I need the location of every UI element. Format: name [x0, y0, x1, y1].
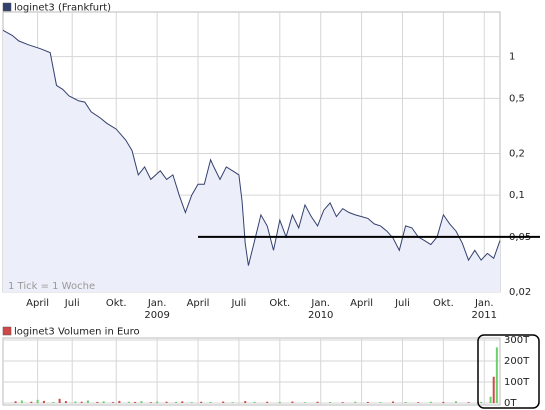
x-tick-label: Jan.	[310, 298, 330, 309]
y-tick-label: 0T	[504, 398, 517, 409]
x-tick-label: Jan.	[147, 298, 167, 309]
year-label: 2011	[472, 310, 497, 321]
x-tick-label: Okt.	[106, 298, 127, 309]
legend-label: loginet3 Volumen in Euro	[14, 327, 140, 338]
volume-bar	[417, 402, 420, 403]
x-tick-label: Juli	[394, 298, 410, 309]
volume-bar	[42, 400, 45, 403]
volume-bar	[429, 401, 432, 403]
year-label: 2009	[144, 310, 169, 321]
volume-bar	[52, 401, 55, 403]
volume-bar	[404, 401, 407, 403]
volume-bar	[175, 401, 178, 403]
price-line	[2, 29, 501, 266]
y-tick-label: 0,2	[509, 148, 525, 159]
volume-bar	[495, 347, 498, 403]
year-label: 2010	[308, 310, 333, 321]
x-tick-label: Juli	[64, 298, 80, 309]
volume-bar	[118, 400, 121, 403]
y-tick-label: 300T	[504, 335, 530, 346]
volume-bar	[96, 401, 99, 403]
volume-bar	[341, 402, 344, 403]
y-tick-label: 0,1	[509, 190, 525, 201]
volume-bar	[291, 401, 294, 403]
x-tick-label: Juli	[230, 298, 246, 309]
volume-bar	[303, 402, 306, 403]
volume-bar	[30, 401, 33, 403]
y-tick-label: 0,02	[509, 287, 531, 298]
volume-bar	[200, 401, 203, 403]
volume-bar	[253, 401, 256, 403]
volume-bar	[354, 401, 357, 403]
y-tick-label: 200T	[504, 356, 530, 367]
volume-bar	[454, 401, 457, 403]
annotation: 1 Tick = 1 Woche	[8, 281, 95, 292]
volume-bar	[278, 401, 281, 403]
volume-plot-frame	[2, 337, 501, 406]
x-tick-label: Okt.	[269, 298, 290, 309]
volume-bar	[80, 401, 83, 403]
x-tick-label: April	[26, 298, 49, 309]
volume-bar	[181, 401, 184, 403]
volume-bar	[58, 398, 61, 403]
volume-bar	[480, 401, 483, 403]
legend-label: loginet3 (Frankfurt)	[14, 3, 111, 14]
x-tick-label: Okt.	[433, 298, 454, 309]
volume-bar	[156, 401, 159, 403]
volume-bar	[442, 401, 445, 403]
volume-bar	[489, 396, 492, 403]
volume-bar	[231, 402, 234, 403]
volume-bar	[140, 401, 143, 403]
volume-bar	[366, 401, 369, 403]
volume-bar	[86, 400, 89, 403]
volume-bar	[36, 399, 39, 403]
volume-bar	[316, 401, 319, 403]
volume-bar	[190, 402, 193, 403]
x-tick-label: April	[350, 298, 373, 309]
volume-bar	[112, 402, 115, 403]
volume-bar	[209, 401, 212, 403]
volume-bar	[102, 401, 105, 403]
legend-swatch	[2, 2, 12, 12]
volume-bar	[392, 401, 395, 403]
volume-bar	[329, 401, 332, 403]
volume-bar	[149, 402, 152, 403]
chart-layer: 0,020,050,10,20,51AprilJuliOkt.Jan.April…	[2, 2, 540, 409]
volume-bar	[244, 401, 247, 403]
volume-bar	[64, 401, 67, 403]
volume-bar	[20, 400, 23, 403]
x-tick-label: April	[187, 298, 210, 309]
y-tick-label: 1	[509, 52, 515, 63]
volume-bar	[134, 401, 137, 403]
volume-bar	[222, 401, 225, 403]
x-tick-label: Jan.	[474, 298, 494, 309]
volume-bar	[165, 401, 168, 403]
y-tick-label: 0,5	[509, 93, 525, 104]
highlight-box	[477, 334, 540, 409]
volume-bar	[266, 401, 269, 403]
volume-bar	[379, 402, 382, 403]
area-fill	[3, 30, 500, 293]
volume-bar	[467, 402, 470, 403]
y-tick-label: 100T	[504, 377, 530, 388]
volume-bar	[14, 401, 17, 403]
volume-bar	[74, 401, 77, 403]
volume-bar	[492, 376, 495, 403]
volume-bar	[127, 401, 130, 403]
legend-swatch	[2, 326, 12, 336]
